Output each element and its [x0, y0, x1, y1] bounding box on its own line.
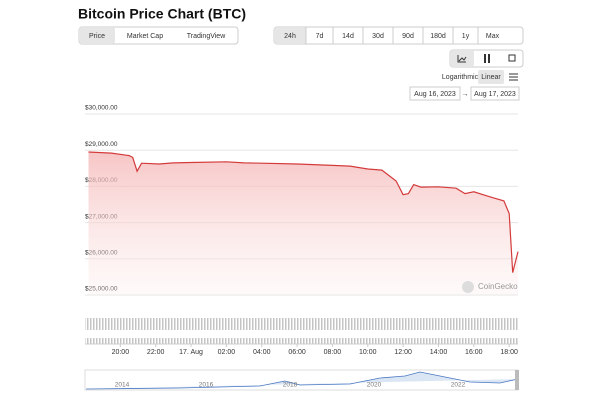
y-tick-label: $29,000.00: [85, 141, 118, 148]
date-input[interactable]: [409, 86, 461, 101]
x-tick-label: 10:00: [359, 349, 377, 356]
range-button[interactable]: 30d: [372, 33, 384, 40]
x-tick-label: 20:00: [112, 349, 130, 356]
navigator-year: 2018: [283, 382, 298, 389]
date-from: Aug 16, 2023: [414, 91, 456, 98]
x-tick-label: 12:00: [394, 349, 412, 356]
x-tick-label: 16:00: [465, 349, 483, 356]
range-button[interactable]: 90d: [402, 33, 414, 40]
line-icon: [457, 55, 467, 63]
x-tick-label: 22:00: [147, 349, 165, 356]
x-tick-label: 17. Aug: [179, 349, 203, 356]
x-tick-label: 02:00: [218, 349, 236, 356]
x-tick-label: 06:00: [288, 349, 306, 356]
tab-selected: [79, 27, 115, 44]
log-toggle[interactable]: Logarithmic: [442, 74, 479, 81]
logo: [462, 281, 474, 293]
range-button[interactable]: 7d: [316, 33, 324, 40]
area-fill: [88, 152, 518, 295]
arrow: →: [462, 91, 469, 98]
navigator-year: 2014: [115, 382, 130, 389]
tab[interactable]: Price: [89, 33, 105, 40]
price-line: [88, 151, 519, 273]
tab[interactable]: TradingView: [187, 33, 226, 40]
x-tick-label: 14:00: [430, 349, 448, 356]
navigator-year: 2022: [451, 382, 466, 389]
navigator-year: 2020: [367, 382, 382, 389]
date-input[interactable]: [470, 86, 520, 101]
range-button[interactable]: 24h: [284, 33, 296, 40]
candle-icon[interactable]: [484, 54, 490, 63]
navigator-handle[interactable]: [515, 370, 519, 390]
x-tick-label: 18:00: [500, 349, 518, 356]
watermark: CoinGecko: [478, 282, 518, 291]
title: Bitcoin Price Chart (BTC): [78, 6, 246, 22]
x-tick-label: 04:00: [253, 349, 271, 356]
navigator-year: 2016: [199, 382, 214, 389]
volume-bars: [85, 318, 518, 344]
date-to: Aug 17, 2023: [474, 91, 516, 98]
menu-icon[interactable]: [509, 73, 518, 81]
range-button[interactable]: 14d: [342, 33, 354, 40]
tab[interactable]: Market Cap: [127, 33, 163, 40]
y-tick-label: $30,000.00: [85, 105, 118, 112]
range-button[interactable]: 1y: [462, 33, 470, 40]
range-button[interactable]: 180d: [430, 33, 446, 40]
linear-toggle[interactable]: Linear: [481, 74, 501, 81]
x-tick-label: 08:00: [324, 349, 342, 356]
linear-selected: [478, 70, 504, 84]
range-selected: [274, 27, 306, 44]
range-button[interactable]: Max: [486, 33, 500, 40]
navigator-line: [85, 371, 519, 390]
fullscreen-icon[interactable]: [508, 54, 516, 62]
